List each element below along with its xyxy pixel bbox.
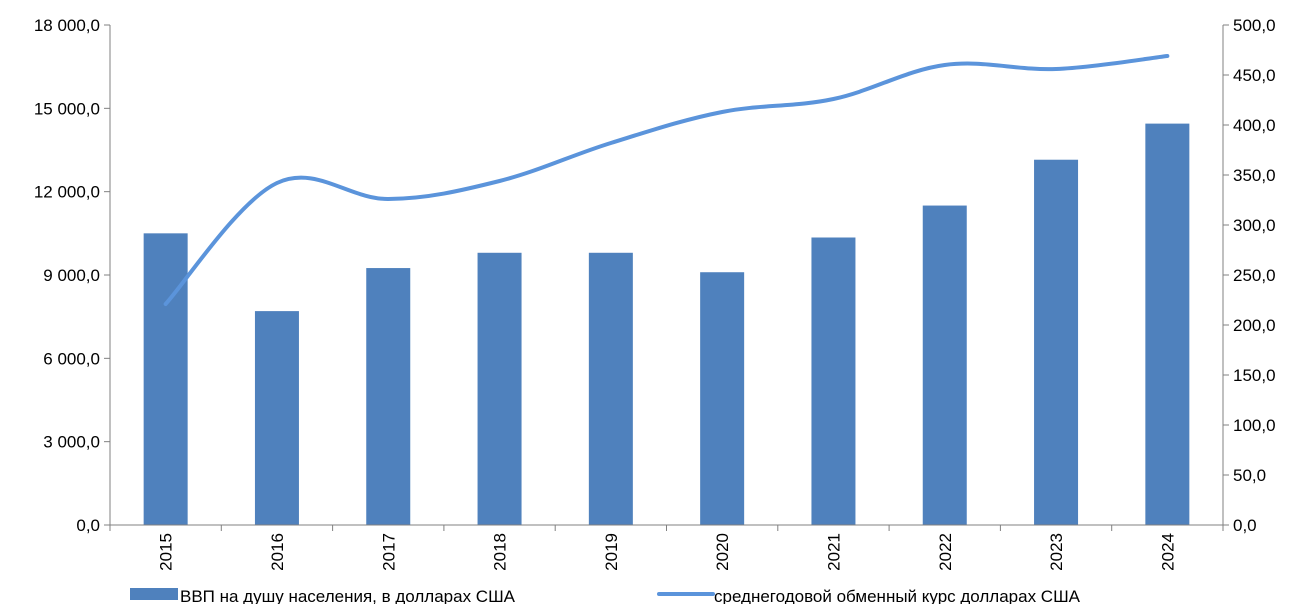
y-left-tick-label: 0,0: [76, 516, 100, 535]
bar-2022: [922, 205, 967, 526]
y-right-tick-label: 200,0: [1233, 316, 1276, 335]
y-right-tick-label: 250,0: [1233, 266, 1276, 285]
y-right-tick-label: 300,0: [1233, 216, 1276, 235]
y-left-tick-label: 12 000,0: [34, 183, 100, 202]
y-left-tick-label: 9 000,0: [43, 266, 100, 285]
x-tick-label: 2018: [491, 533, 510, 571]
y-right-tick-label: 400,0: [1233, 116, 1276, 135]
y-right-tick-label: 50,0: [1233, 466, 1266, 485]
y-right-tick-label: 150,0: [1233, 366, 1276, 385]
bar-2016: [254, 311, 299, 525]
y-right-tick-label: 500,0: [1233, 16, 1276, 35]
y-right-tick-label: 100,0: [1233, 416, 1276, 435]
x-tick-label: 2023: [1047, 533, 1066, 571]
x-tick-label: 2017: [379, 533, 398, 571]
y-right-tick-label: 450,0: [1233, 66, 1276, 85]
bar-2019: [588, 252, 633, 525]
x-tick-label: 2020: [713, 533, 732, 571]
x-tick-label: 2022: [936, 533, 955, 571]
x-tick-label: 2015: [157, 533, 176, 571]
bar-2020: [700, 272, 745, 525]
x-tick-label: 2021: [824, 533, 843, 571]
y-left-tick-label: 6 000,0: [43, 349, 100, 368]
bar-2021: [811, 237, 856, 525]
bar-2015: [143, 233, 188, 526]
series-line: [163, 54, 1170, 306]
x-tick-label: 2019: [602, 533, 621, 571]
bar-2018: [477, 252, 522, 525]
legend-swatch-bar: [130, 588, 178, 600]
bar-2024: [1145, 123, 1190, 525]
y-left-tick-label: 18 000,0: [34, 16, 100, 35]
y-right-tick-label: 0,0: [1233, 516, 1257, 535]
y-left-tick-label: 15 000,0: [34, 99, 100, 118]
bar-2017: [366, 268, 411, 525]
y-left-tick-label: 3 000,0: [43, 433, 100, 452]
x-tick-label: 2016: [268, 533, 287, 571]
x-tick-label: 2024: [1158, 533, 1177, 571]
bar-2023: [1034, 159, 1079, 525]
legend-label-bar: ВВП на душу населения, в долларах США: [180, 587, 516, 604]
y-right-tick-label: 350,0: [1233, 166, 1276, 185]
legend-label-line: среднегодовой обменный курс долларах США: [714, 587, 1081, 604]
